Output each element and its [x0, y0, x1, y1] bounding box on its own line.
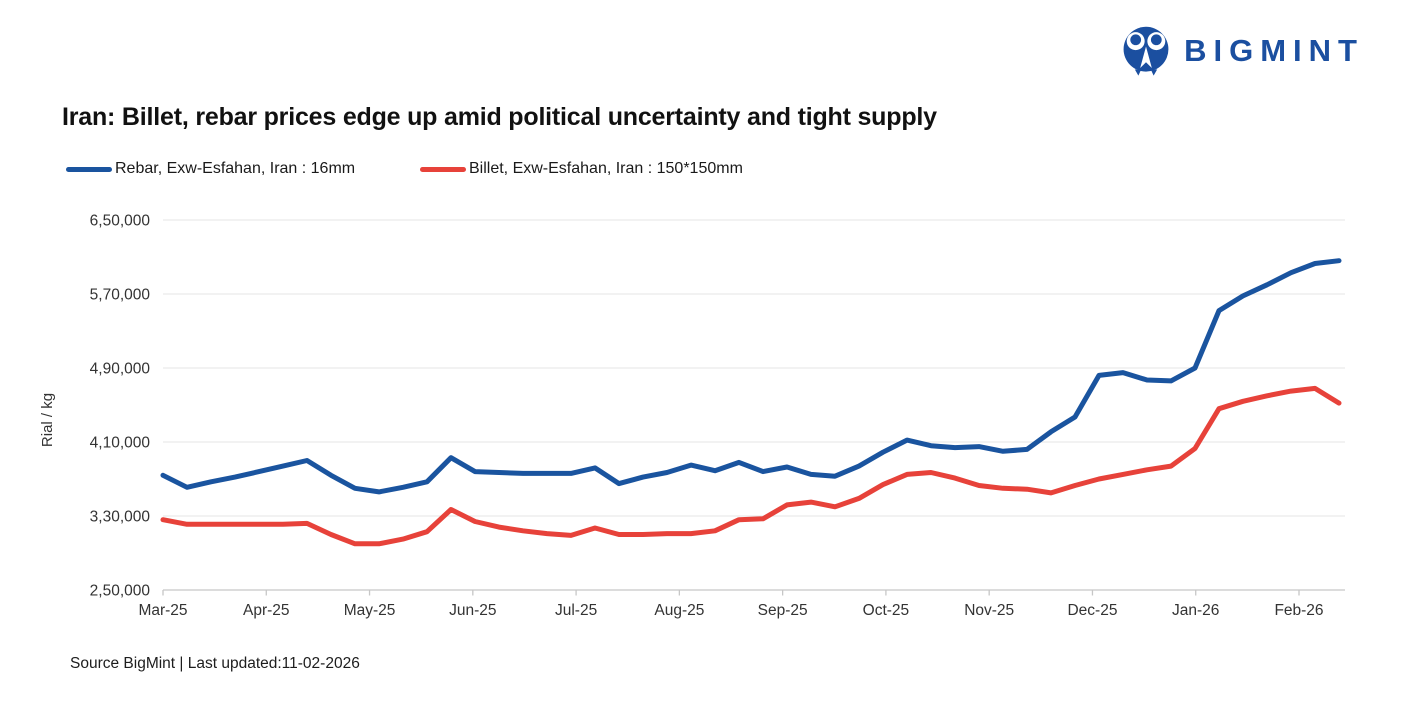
x-axis-tick-label: Mar-25 [138, 602, 187, 619]
bigmint-logo-icon [1123, 26, 1169, 76]
y-axis-tick-label: 4,10,000 [90, 435, 151, 452]
brand-name: BIGMINT [1184, 33, 1364, 68]
x-axis-tick-label: Dec-25 [1067, 602, 1117, 619]
billet-legend-swatch [420, 166, 466, 172]
bigmint-logo: BIGMINT [1120, 24, 1364, 78]
y-axis-title: Rial / kg [39, 393, 56, 447]
y-axis-tick-label: 2,50,000 [90, 583, 151, 600]
x-axis-tick-label: Feb-26 [1274, 602, 1323, 619]
x-axis-tick-label: Apr-25 [243, 602, 290, 619]
x-axis-tick-label: Jan-26 [1172, 602, 1219, 619]
rebar-legend-label: Rebar, Exw-Esfahan, Iran : 16mm [115, 160, 356, 177]
rebar-legend-swatch [66, 166, 112, 172]
x-axis-tick-label: Sep-25 [758, 602, 808, 619]
chart-legend: Rebar, Exw-Esfahan, Iran : 16mm Billet, … [0, 160, 1417, 182]
x-axis-tick-label: Nov-25 [964, 602, 1014, 619]
legend-item-rebar[interactable]: Rebar, Exw-Esfahan, Iran : 16mm [66, 160, 355, 178]
x-axis-tick-label: Oct-25 [863, 602, 910, 619]
y-axis-tick-label: 4,90,000 [90, 361, 151, 378]
x-axis-tick-label: Jun-25 [449, 602, 496, 619]
x-axis-tick-label: Jul-25 [555, 602, 597, 619]
source-text: Source BigMint | Last updated:11-02-2026 [70, 655, 360, 672]
y-axis-tick-label: 3,30,000 [90, 509, 151, 526]
y-axis-tick-label: 5,70,000 [90, 287, 151, 304]
billet-legend-label: Billet, Exw-Esfahan, Iran : 150*150mm [469, 160, 743, 177]
chart-title: Iran: Billet, rebar prices edge up amid … [62, 103, 937, 131]
legend-item-billet[interactable]: Billet, Exw-Esfahan, Iran : 150*150mm [420, 160, 743, 178]
x-axis-tick-label: May-25 [344, 602, 396, 619]
billet-price-line[interactable] [160, 385, 1342, 547]
rebar-price-line[interactable] [160, 258, 1342, 495]
y-axis-tick-label: 6,50,000 [90, 213, 151, 230]
x-axis-tick-label: Aug-25 [654, 602, 704, 619]
